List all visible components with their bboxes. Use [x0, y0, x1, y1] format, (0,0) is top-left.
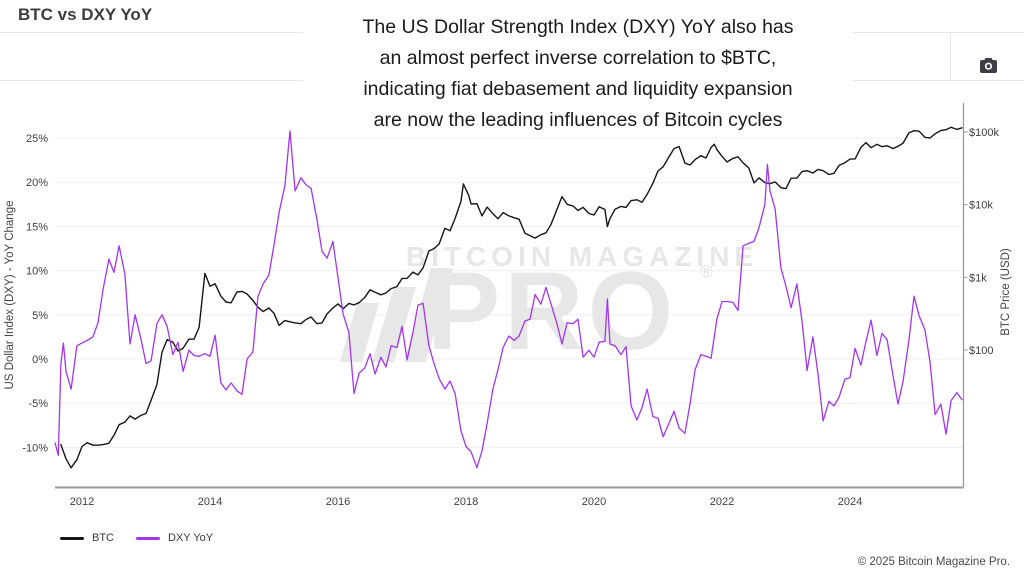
annotation-line-4: are now the leading influences of Bitcoi…	[373, 109, 783, 131]
right-axis-tick-label: $100	[969, 345, 993, 357]
camera-icon	[979, 57, 997, 73]
left-axis-tick-label: 10%	[26, 266, 48, 278]
x-axis-tick-label: 2018	[454, 496, 478, 508]
legend-item-dxy-yoy[interactable]: DXY YoY	[136, 532, 213, 544]
left-axis-tick-label: 25%	[26, 133, 48, 145]
legend-item-btc[interactable]: BTC	[60, 532, 114, 544]
x-axis-tick-label: 2020	[582, 496, 606, 508]
series-line-dxy-yoy	[54, 130, 963, 469]
x-axis-tick-label: 2012	[70, 496, 94, 508]
download-image-button[interactable]	[971, 50, 1005, 80]
watermark-logo-bar	[372, 287, 416, 362]
annotation-line-2: an almost perfect inverse correlation to…	[379, 47, 777, 69]
watermark-text-line2: PRO	[427, 250, 677, 373]
watermark-text-line1: BITCOIN MAGAZINE	[406, 241, 758, 272]
watermark-registered-mark: ®	[700, 262, 713, 281]
right-axis-title: BTC Price (USD)	[1000, 248, 1012, 336]
left-axis-tick-label: 15%	[26, 221, 48, 233]
right-axis-tick-label: $10k	[969, 200, 993, 212]
left-axis-tick-label: -5%	[28, 398, 48, 410]
x-axis-tick-label: 2024	[838, 496, 862, 508]
plot-area[interactable]	[55, 103, 963, 488]
left-axis-tick-label: 20%	[26, 177, 48, 189]
x-axis-tick-label: 2022	[710, 496, 734, 508]
x-axis-tick-label: 2016	[326, 496, 350, 508]
series-lines	[54, 126, 963, 469]
legend-label: BTC	[92, 532, 114, 544]
copyright-text: © 2025 Bitcoin Magazine Pro.	[857, 556, 1010, 568]
annotation-line-3: indicating fiat debasement and liquidity…	[363, 78, 793, 100]
legend-swatch	[60, 536, 84, 540]
toolbar-divider	[950, 33, 951, 80]
annotation-line-1: The US Dollar Strength Index (DXY) YoY a…	[362, 16, 794, 38]
left-axis-tick-label: 5%	[32, 310, 48, 322]
gridlines	[55, 137, 964, 448]
legend-swatch	[136, 536, 160, 540]
left-axis-tick-label: 0%	[32, 354, 48, 366]
axes: 25% 20% 15% 10% 5% 0% -5% -10% $100k $10k $1k $100 2…	[22, 103, 999, 508]
left-axis-tick-label: -10%	[22, 442, 48, 454]
bitcoin-magazine-pro-watermark: BITCOIN MAGAZINE PRO ®	[340, 241, 758, 373]
page-title: BTC vs DXY YoY	[18, 5, 153, 24]
left-axis-title: US Dollar Index (DXY) - YoY Change	[4, 201, 16, 390]
chart-annotation: The US Dollar Strength Index (DXY) YoY a…	[303, 12, 853, 136]
right-axis-tick-label: $100k	[969, 127, 999, 139]
watermark-logo-bar	[404, 268, 453, 362]
legend: BTC DXY YoY	[60, 532, 213, 544]
legend-label: DXY YoY	[168, 532, 214, 544]
right-axis-tick-label: $1k	[969, 272, 987, 284]
x-axis-tick-label: 2014	[198, 496, 222, 508]
series-line-btc	[60, 126, 963, 469]
